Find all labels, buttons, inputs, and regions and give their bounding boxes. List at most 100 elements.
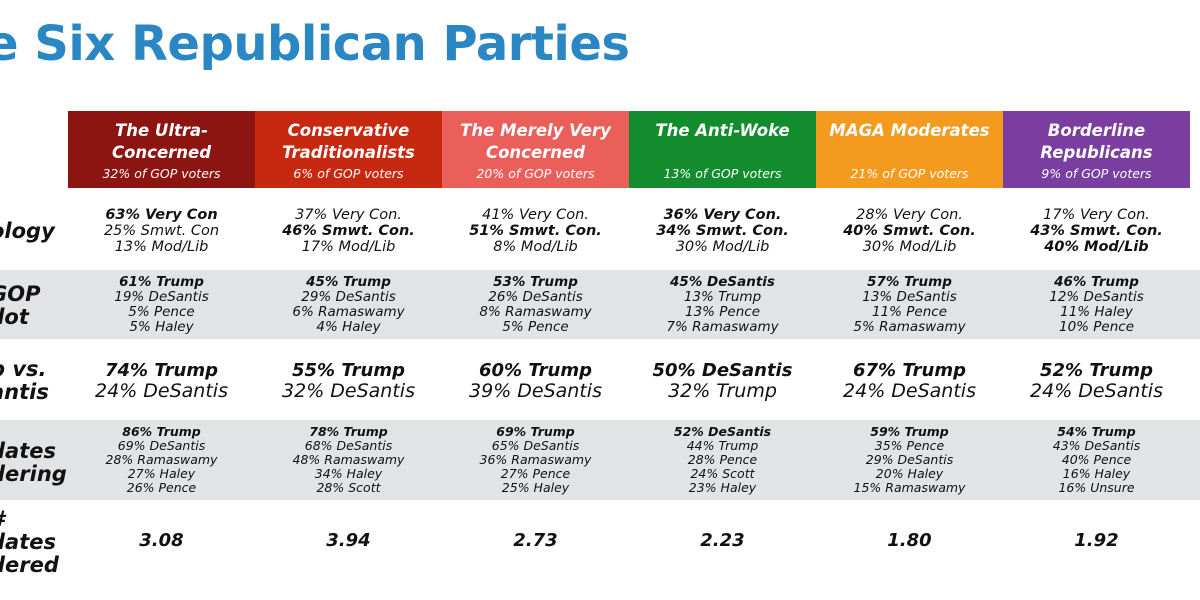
ideology-line: 46% Smwt. Con. [282, 223, 415, 239]
ballot-line: 45% DeSantis [670, 273, 775, 290]
ballot-line: 26% DeSantis [488, 288, 583, 305]
considering-line: 54% Trump [1057, 424, 1136, 439]
h2h-line: 32% DeSantis [282, 380, 415, 402]
group-name-line: Borderline [1047, 121, 1146, 140]
row-label-ballot-1: GOP [0, 282, 41, 306]
group-header: The Ultra- Concerned 32% of GOP voters [68, 111, 255, 188]
ideology-line: 37% Very Con. [295, 207, 402, 223]
group-name-line: The Merely Very [460, 121, 611, 140]
h2h-line: 39% DeSantis [469, 380, 602, 402]
ideology-line: 40% Mod/Lib [1044, 239, 1149, 255]
row-label-num-1: # [0, 508, 5, 530]
considering-cell: 59% Trump 35% Pence 29% DeSantis 20% Haley 1… [816, 420, 1003, 500]
group-share: 21% of GOP voters [850, 166, 969, 181]
group-name-line: Traditionalists [282, 143, 415, 162]
h2h-line: 24% DeSantis [843, 380, 976, 402]
ballot-cell: 61% Trump 19% DeSantis 5% Pence 5% Haley [68, 270, 255, 339]
row-label-ideology: ology [0, 219, 55, 243]
ballot-line: 11% Haley [1060, 303, 1133, 320]
group-name: Borderline Republicans [1040, 120, 1152, 164]
row-label-h2h-1: p vs. [0, 357, 47, 381]
ideology-line: 13% Mod/Lib [114, 239, 209, 255]
h2h-line: 55% Trump [292, 360, 405, 381]
group-share: 20% of GOP voters [476, 166, 595, 181]
considering-line: 44% Trump [686, 438, 759, 453]
group-name: The Merely Very Concerned [460, 120, 611, 164]
considering-line: 52% DeSantis [673, 424, 772, 439]
h2h-cell: 55% Trump 32% DeSantis [255, 358, 442, 404]
ballot-line: 57% Trump [867, 273, 952, 290]
row-label-num-3: dered [0, 553, 59, 577]
group-share: 13% of GOP voters [663, 166, 782, 181]
row-label-ballot-2: llot [0, 305, 29, 329]
num-considered-value: 3.08 [139, 530, 184, 551]
ballot-line: 10% Pence [1058, 318, 1135, 335]
ballot-line: 53% Trump [493, 273, 578, 290]
considering-line: 23% Haley [688, 480, 757, 495]
h2h-line: 60% Trump [479, 360, 592, 381]
ballot-line: 5% Pence [128, 303, 195, 320]
group-name: The Anti-Woke [655, 120, 789, 142]
row-label-num-2: dates [0, 530, 56, 554]
ideology-cell: 36% Very Con. 34% Smwt. Con. 30% Mod/Lib [629, 203, 816, 259]
considering-line: 24% Scott [690, 466, 755, 481]
h2h-line: 32% Trump [668, 380, 777, 402]
ballot-line: 12% DeSantis [1049, 288, 1144, 305]
ideology-line: 63% Very Con [105, 207, 218, 223]
ballot-line: 11% Pence [871, 303, 948, 320]
h2h-cell: 50% DeSantis 32% Trump [629, 358, 816, 404]
group-header: Borderline Republicans 9% of GOP voters [1003, 111, 1190, 188]
group-name-line: The Anti-Woke [655, 121, 790, 140]
h2h-line: 24% DeSantis [1030, 380, 1163, 402]
group-name-line: Concerned [485, 143, 586, 162]
considering-line: 59% Trump [870, 424, 949, 439]
h2h-cell: 52% Trump 24% DeSantis [1003, 358, 1190, 404]
ballot-line: 19% DeSantis [114, 288, 209, 305]
group-share: 9% of GOP voters [1041, 166, 1152, 181]
ideology-cell: 28% Very Con. 40% Smwt. Con. 30% Mod/Lib [816, 203, 1003, 259]
ideology-cell: 17% Very Con. 43% Smwt. Con. 40% Mod/Lib [1003, 203, 1190, 259]
group-name-line: MAGA Moderates [829, 121, 990, 140]
considering-line: 36% Ramaswamy [479, 452, 592, 467]
ideology-line: 40% Smwt. Con. [843, 223, 976, 239]
ideology-line: 43% Smwt. Con. [1030, 223, 1163, 239]
row-label-considering-1: dates [0, 439, 56, 463]
considering-line: 27% Pence [500, 466, 571, 481]
ideology-cell: 63% Very Con 25% Smwt. Con 13% Mod/Lib [68, 203, 255, 259]
ballot-cell: 45% Trump 29% DeSantis 6% Ramaswamy 4% Hale… [255, 270, 442, 339]
group-share: 6% of GOP voters [293, 166, 404, 181]
ballot-cell: 57% Trump 13% DeSantis 11% Pence 5% Ramaswa… [816, 270, 1003, 339]
h2h-line: 24% DeSantis [95, 380, 228, 402]
row-band-ballot [0, 270, 1200, 339]
h2h-line: 67% Trump [853, 360, 966, 381]
group-header: The Merely Very Concerned 20% of GOP voter… [442, 111, 629, 188]
group-name: Conservative Traditionalists [282, 120, 415, 164]
considering-cell: 54% Trump 43% DeSantis 40% Pence 16% Haley 1… [1003, 420, 1190, 500]
row-label-considering-2: dering [0, 462, 67, 486]
ideology-line: 17% Mod/Lib [301, 239, 396, 255]
considering-line: 43% DeSantis [1052, 438, 1141, 453]
group-header: The Anti-Woke 13% of GOP voters [629, 111, 816, 188]
ballot-line: 6% Ramaswamy [292, 303, 405, 320]
chart-title: e Six Republican Parties [0, 16, 630, 72]
group-name: The Ultra- Concerned [112, 120, 211, 164]
h2h-cell: 60% Trump 39% DeSantis [442, 358, 629, 404]
ideology-cell: 37% Very Con. 46% Smwt. Con. 17% Mod/Lib [255, 203, 442, 259]
ballot-line: 61% Trump [119, 273, 204, 290]
ballot-line: 5% Pence [502, 318, 569, 335]
h2h-cell: 74% Trump 24% DeSantis [68, 358, 255, 404]
considering-line: 48% Ramaswamy [292, 452, 405, 467]
ballot-line: 7% Ramaswamy [666, 318, 779, 335]
group-header: MAGA Moderates 21% of GOP voters [816, 111, 1003, 188]
h2h-line: 52% Trump [1040, 360, 1153, 381]
considering-line: 25% Haley [501, 480, 570, 495]
considering-line: 15% Ramaswamy [853, 480, 966, 495]
num-considered-value: 3.94 [326, 530, 371, 551]
ballot-cell: 45% DeSantis 13% Trump 13% Pence 7% Ramaswa… [629, 270, 816, 339]
group-name-line: The Ultra- [115, 121, 208, 140]
considering-cell: 86% Trump 69% DeSantis 28% Ramaswamy 27% Ha… [68, 420, 255, 500]
ideology-line: 17% Very Con. [1043, 207, 1150, 223]
ballot-line: 45% Trump [306, 273, 391, 290]
ballot-line: 5% Ramaswamy [853, 318, 966, 335]
ideology-line: 34% Smwt. Con. [656, 223, 789, 239]
